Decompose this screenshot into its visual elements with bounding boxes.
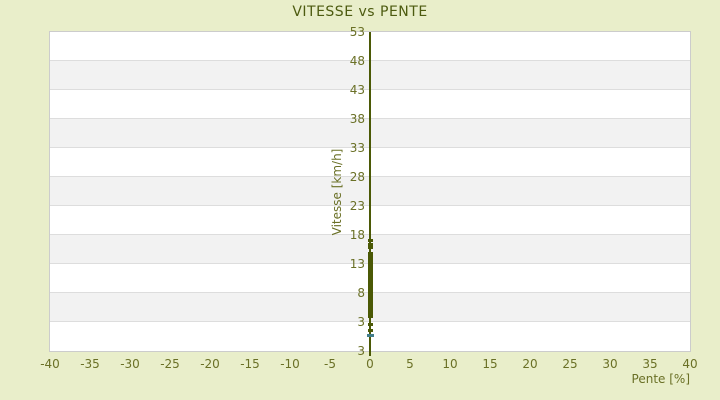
y-tick-label: 3 bbox=[357, 315, 365, 329]
y-tick-label: 18 bbox=[349, 228, 365, 242]
data-point bbox=[367, 329, 373, 333]
x-tick-label: -5 bbox=[324, 357, 336, 371]
x-tick-label: 10 bbox=[442, 357, 458, 371]
x-tick-label: 0 bbox=[366, 357, 374, 371]
x-tick-label: -15 bbox=[240, 357, 260, 371]
y-tick-label: 38 bbox=[349, 112, 365, 126]
x-tick-label: -20 bbox=[200, 357, 220, 371]
y-axis-title: Vitesse [km/h] bbox=[330, 148, 344, 236]
x-tick-label: 35 bbox=[642, 357, 658, 371]
y-tick-label: 33 bbox=[349, 141, 365, 155]
x-tick-label: -10 bbox=[280, 357, 300, 371]
x-tick-label: -40 bbox=[40, 357, 60, 371]
x-tick-label: 20 bbox=[522, 357, 538, 371]
y-tick-label: 3 bbox=[357, 344, 365, 358]
data-point bbox=[366, 334, 374, 338]
y-tick-label: 48 bbox=[349, 54, 365, 68]
x-axis-title: Pente [%] bbox=[631, 372, 690, 386]
x-tick-label: -25 bbox=[160, 357, 180, 371]
x-tick-label: 30 bbox=[602, 357, 618, 371]
y-tick-label: 28 bbox=[349, 170, 365, 184]
x-tick-label: 15 bbox=[482, 357, 498, 371]
y-tick-label: 53 bbox=[349, 25, 365, 39]
y-tick-label: 13 bbox=[349, 257, 365, 271]
x-tick-label: -30 bbox=[120, 357, 140, 371]
data-point bbox=[367, 323, 373, 327]
x-tick-label: 25 bbox=[562, 357, 578, 371]
chart-title: VITESSE vs PENTE bbox=[292, 4, 428, 20]
y-tick-label: 23 bbox=[349, 199, 365, 213]
x-tick-label: 40 bbox=[682, 357, 698, 371]
plot-area bbox=[49, 31, 691, 356]
x-tick-label: -35 bbox=[80, 357, 100, 371]
data-point bbox=[367, 242, 373, 246]
y-axis-line bbox=[369, 32, 371, 356]
y-tick-label: 8 bbox=[357, 286, 365, 300]
x-tick-label: 5 bbox=[406, 357, 414, 371]
data-point bbox=[367, 246, 373, 250]
data-point bbox=[367, 238, 373, 242]
data-cluster bbox=[367, 251, 373, 318]
y-tick-label: 43 bbox=[349, 83, 365, 97]
